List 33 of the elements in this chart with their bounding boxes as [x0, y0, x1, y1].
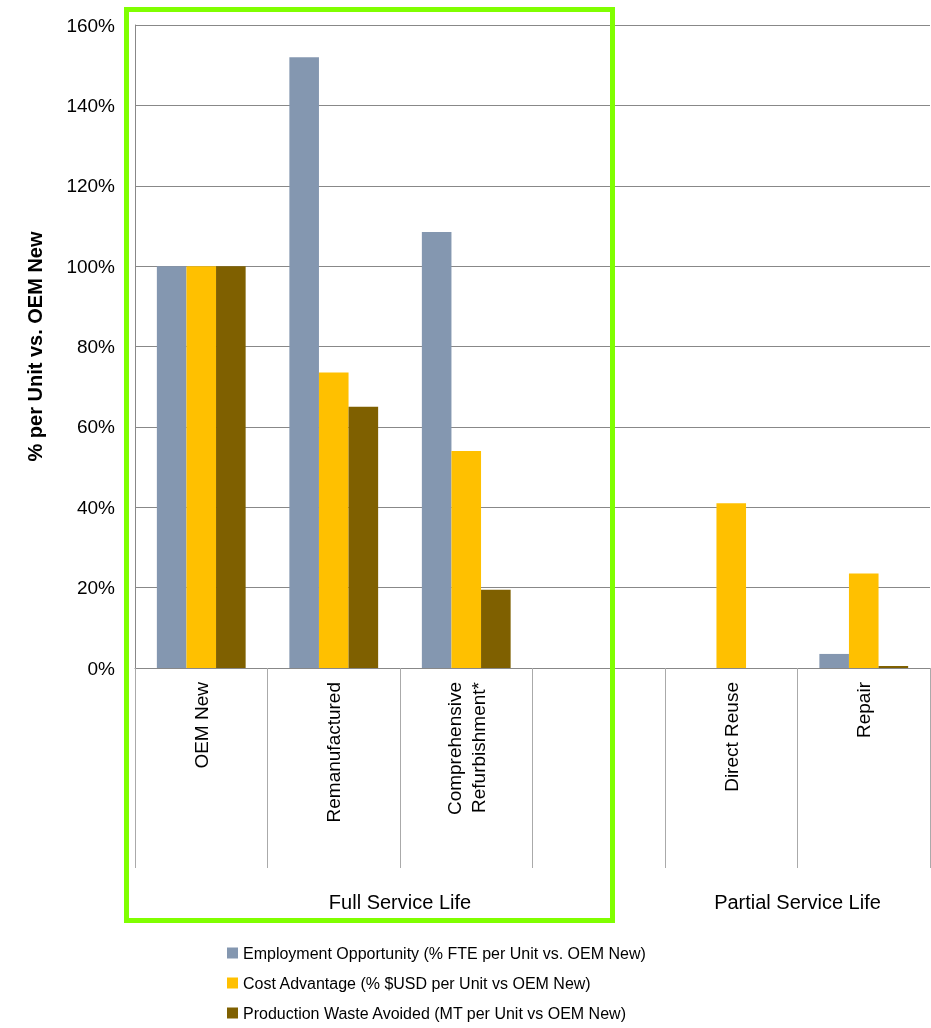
y-tick-label: 80%: [76, 336, 116, 357]
bar: [318, 372, 349, 668]
bar: [481, 589, 511, 668]
bar: [819, 653, 849, 668]
bar: [878, 665, 909, 668]
text: Full Service Life: [328, 891, 472, 913]
y-tick-label: 0%: [87, 657, 116, 679]
y-tick-label: 120%: [66, 175, 116, 197]
x-tick-label: Remanufactured: [323, 682, 345, 823]
y-tick-label: 100%: [66, 255, 116, 277]
x-tick-label: OEM New: [190, 681, 212, 769]
y-axis-title: % per Unit vs. OEM New: [24, 231, 46, 462]
bar: [216, 266, 246, 668]
legend-label: Cost Advantage (% $USD per Unit vs OEM New): [243, 974, 591, 992]
y-tick-label: 60%: [76, 416, 116, 438]
x-tick-label: Direct Reuse: [720, 682, 742, 792]
bar: [348, 406, 379, 668]
bar: [156, 266, 187, 668]
y-tick-label: 40%: [76, 496, 116, 518]
x-tick-label: Comprehensive Refurbishment*: [443, 681, 489, 816]
y-tick-label: 20%: [76, 577, 116, 599]
bar: [716, 503, 747, 668]
bar: [848, 573, 879, 668]
y-tick-label: 140%: [66, 94, 116, 116]
x-tick-label: Repair: [853, 681, 875, 738]
legend-label: Employment Opportunity (% FTE per Unit vs. OEM New): [243, 944, 646, 962]
bar: [421, 231, 452, 668]
y-tick-label: 160%: [66, 14, 116, 36]
bar: [289, 57, 319, 668]
bar: [186, 266, 217, 668]
legend-label: Production Waste Avoided (MT per Unit vs OEM New): [243, 1004, 626, 1022]
bar: [451, 450, 482, 668]
text: Partial Service Life: [714, 891, 881, 913]
